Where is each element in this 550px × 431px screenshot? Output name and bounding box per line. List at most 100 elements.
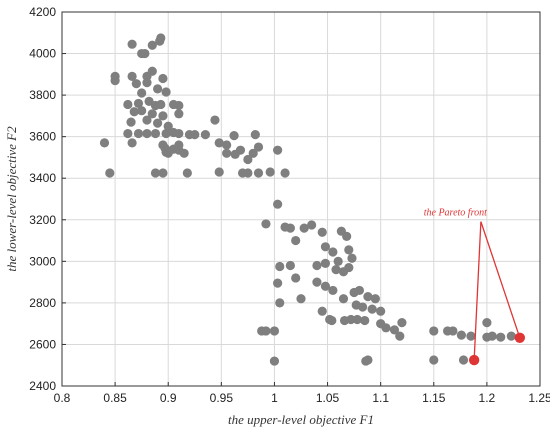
annotation-label: the Pareto front [424,208,487,219]
data-point [296,294,306,304]
data-point [222,140,232,150]
data-point [174,100,184,111]
data-point [261,219,271,229]
data-point [161,87,171,97]
data-point [312,260,322,271]
data-point [142,115,152,125]
pareto-annotation: the Pareto front [424,208,521,361]
data-point [123,99,133,110]
data-point [320,242,331,252]
x-axis-label: the upper-level objective F1 [228,412,374,427]
data-point [150,128,161,139]
data-point [174,140,184,150]
data-point [299,223,309,233]
y-tick-label: 3400 [29,171,56,185]
data-point [214,167,224,177]
data-point [142,128,152,139]
grid-lines [61,11,541,387]
data-point [163,121,173,131]
data-point [320,281,331,291]
data-point [190,129,200,140]
data-point [153,84,163,94]
data-point [137,88,147,98]
data-point [429,326,439,336]
data-point [360,315,370,326]
data-point [280,168,290,178]
data-point [342,231,352,241]
data-point [250,129,260,140]
data-point [105,168,115,178]
data-point [456,330,466,340]
y-tick-label: 3000 [29,254,56,268]
data-point [273,278,283,288]
data-point [363,355,373,365]
y-tick-label: 3600 [29,130,56,144]
data-point [153,118,163,128]
data-point [243,154,253,165]
data-point [127,138,137,148]
data-point [253,168,264,178]
data-point [174,128,184,139]
data-point [344,245,354,255]
data-point [358,302,368,312]
data-point [248,148,258,158]
data-point [133,98,144,109]
y-tick-label: 2400 [29,379,56,393]
data-point [214,138,224,148]
data-point [352,314,362,325]
data-point [156,33,166,43]
x-tick-label: 0.85 [103,391,127,405]
x-tick-label: 1.25 [528,391,550,405]
data-point [307,220,317,230]
data-point [328,285,338,296]
data-point [161,128,171,139]
data-point [328,247,338,257]
data-point [458,355,469,365]
x-tick-label: 0.9 [160,391,177,405]
annotation-arrow [480,221,521,339]
data-point [123,128,133,139]
data-point [174,109,184,119]
data-point [253,142,264,152]
data-point [448,326,458,336]
data-point [291,273,301,283]
data-points [99,33,526,366]
data-point [269,356,280,366]
data-point [346,314,356,325]
data-point [506,331,516,341]
data-point [389,325,400,335]
data-point [269,326,280,336]
data-point [273,145,283,155]
data-point [376,306,386,316]
data-point [317,227,327,237]
data-point [344,262,354,273]
data-point [147,40,157,50]
data-point [133,128,144,139]
data-point [131,79,141,89]
x-tick-label: 1 [271,391,278,405]
data-point [363,292,373,302]
data-point [158,73,168,84]
x-tick-label: 1.15 [422,391,446,405]
y-tick-label: 4200 [29,5,56,19]
data-point [285,223,295,233]
data-point [367,304,377,314]
data-point [275,261,285,272]
data-point [496,332,506,342]
y-tick-label: 4000 [29,47,56,61]
data-point [230,149,240,159]
data-point [142,78,152,88]
data-point [429,355,439,365]
data-point [291,235,301,246]
data-point [487,331,497,341]
x-tick-label: 1.2 [479,391,496,405]
y-tick-label: 2600 [29,337,56,351]
y-tick-label: 2800 [29,296,56,310]
data-point [99,138,110,148]
data-point [331,265,341,275]
data-point [261,326,271,336]
data-point [347,253,357,263]
data-point [320,258,331,269]
data-point [317,306,327,316]
